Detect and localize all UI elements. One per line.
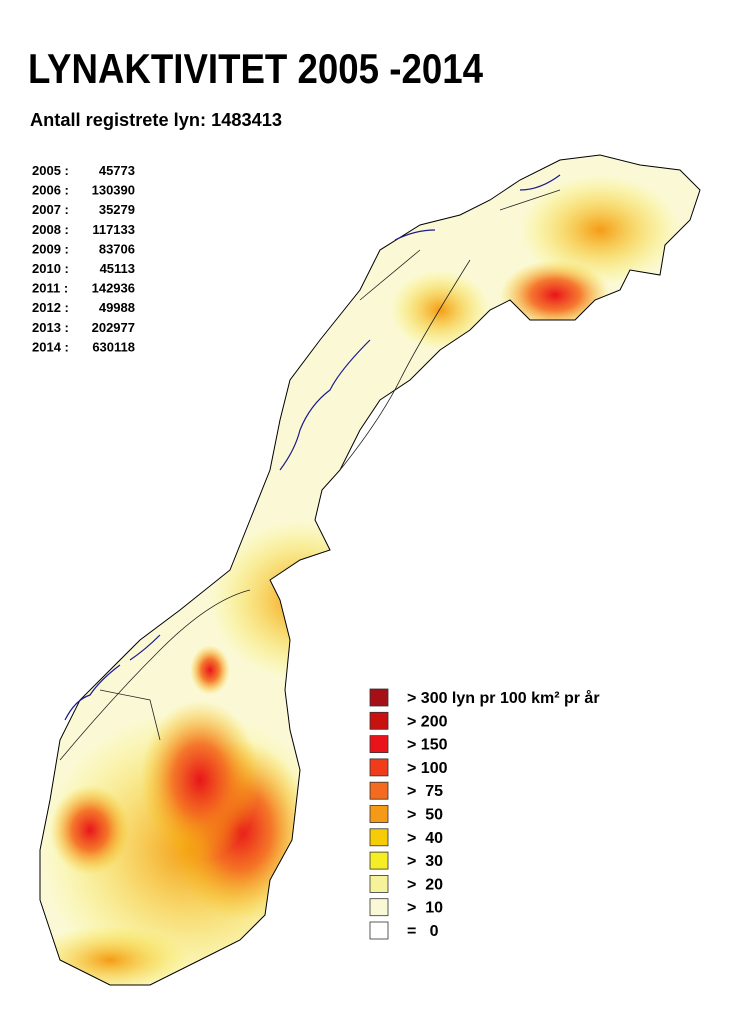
legend-label: > 200 bbox=[407, 713, 448, 730]
coastline bbox=[64, 174, 561, 721]
subtitle: Antall registrete lyn: 1483413 bbox=[30, 110, 282, 130]
year-count: 45773 bbox=[99, 163, 135, 178]
legend-swatch bbox=[369, 875, 389, 893]
legend: > 300 lyn pr 100 km² pr år > 200 > 150 > 10… bbox=[369, 688, 600, 940]
legend-label: > 20 bbox=[407, 876, 443, 893]
legend-swatch bbox=[369, 781, 389, 800]
year-label: 2005 : bbox=[32, 163, 69, 178]
year-label: 2009 : bbox=[32, 241, 69, 256]
legend-swatch bbox=[369, 711, 389, 730]
year-label: 2007 : bbox=[32, 202, 69, 217]
year-count: 202977 bbox=[92, 320, 135, 335]
legend-label: > 50 bbox=[407, 807, 443, 824]
legend-swatch bbox=[369, 805, 389, 823]
year-list: 2005 : 45773 2006 : 130390 2007 : 35279 2008 :… bbox=[32, 163, 135, 354]
year-label: 2008 : bbox=[32, 222, 69, 237]
year-count: 630118 bbox=[92, 339, 135, 354]
year-label: 2013 : bbox=[32, 320, 69, 335]
legend-swatch bbox=[369, 898, 389, 917]
legend-label: > 150 bbox=[407, 737, 448, 754]
legend-label: > 30 bbox=[407, 853, 443, 870]
legend-swatch bbox=[369, 921, 389, 940]
year-count: 117133 bbox=[92, 222, 135, 237]
legend-label: > 10 bbox=[407, 900, 443, 917]
year-count: 83706 bbox=[99, 241, 135, 256]
year-label: 2012 : bbox=[32, 300, 69, 315]
year-count: 45113 bbox=[100, 261, 135, 276]
legend-label: > 75 bbox=[407, 783, 443, 800]
year-count: 49988 bbox=[99, 300, 135, 315]
county-borders bbox=[59, 189, 561, 761]
year-label: 2010 : bbox=[32, 261, 69, 276]
legend-label: > 40 bbox=[407, 830, 443, 847]
title: LYNAKTIVITET 2005 -2014 bbox=[28, 45, 484, 92]
legend-swatch bbox=[369, 688, 389, 707]
legend-label: > 300 lyn pr 100 km² pr år bbox=[407, 689, 600, 707]
year-count: 35279 bbox=[99, 202, 135, 217]
year-count: 130390 bbox=[92, 183, 135, 198]
legend-label: = 0 bbox=[407, 923, 439, 940]
year-label: 2014 : bbox=[32, 339, 69, 354]
legend-swatch bbox=[369, 735, 389, 753]
year-count: 142936 bbox=[92, 281, 135, 296]
legend-swatch bbox=[369, 758, 389, 777]
legend-label: > 100 bbox=[407, 760, 448, 777]
legend-swatch bbox=[369, 851, 389, 870]
country-outline bbox=[39, 154, 701, 986]
year-label: 2011 : bbox=[32, 281, 68, 296]
legend-swatch bbox=[369, 828, 389, 847]
year-label: 2006 : bbox=[32, 183, 69, 198]
